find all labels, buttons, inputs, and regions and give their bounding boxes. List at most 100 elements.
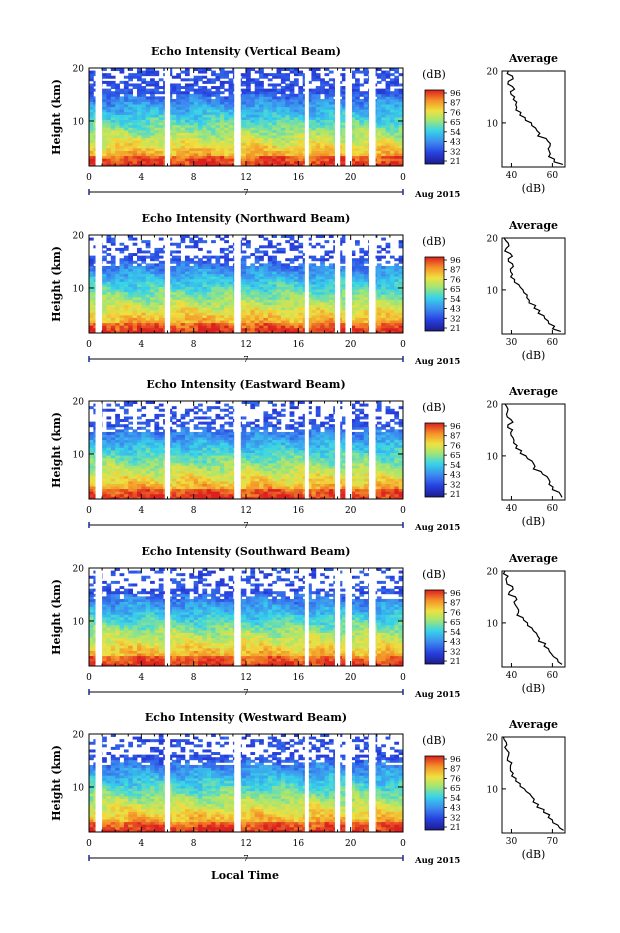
colorbar-tick-label: 87 — [450, 99, 461, 109]
colorbar-unit: (dB) — [422, 734, 446, 747]
profile-line — [503, 737, 563, 830]
x-tick-label: 16 — [293, 673, 305, 683]
profile-x-tick-label: 60 — [547, 338, 559, 348]
profile-xlabel: (dB) — [522, 515, 546, 528]
x-tick-label: 8 — [191, 173, 197, 183]
y-axis-label: Height (km) — [50, 579, 63, 655]
heatmap — [89, 734, 403, 832]
data-gap — [369, 235, 376, 333]
x-tick-label: 12 — [240, 673, 251, 683]
profile-frame — [502, 404, 565, 500]
panel-5: Echo Intensity (Westward Beam)2010Height… — [50, 711, 565, 866]
x-tick-label: 0 — [400, 673, 406, 683]
profile-x-tick-label: 40 — [506, 671, 518, 681]
profile-y-tick-label: 20 — [487, 235, 499, 245]
day-label: 7 — [243, 688, 248, 698]
x-tick-label: 12 — [240, 839, 251, 849]
x-tick-label: 0 — [86, 340, 92, 350]
y-tick-label: 20 — [73, 398, 85, 408]
profile-xlabel: (dB) — [522, 349, 546, 362]
profile-y-tick-label: 10 — [487, 452, 499, 462]
data-gap — [369, 734, 376, 832]
colorbar-tick-label: 21 — [450, 490, 461, 500]
y-tick-label: 10 — [73, 617, 85, 627]
y-tick-label: 20 — [73, 731, 85, 741]
colorbar-tick-label: 32 — [450, 647, 461, 657]
y-axis-label: Height (km) — [50, 745, 63, 821]
x-tick-label: 0 — [400, 506, 406, 516]
colorbar — [425, 756, 444, 830]
data-gap — [345, 68, 352, 166]
colorbar — [425, 90, 444, 164]
colorbar-tick-label: 21 — [450, 157, 461, 167]
profile-line — [504, 571, 563, 664]
data-gap — [165, 235, 170, 333]
x-tick-label: 4 — [138, 506, 144, 516]
colorbar-tick-label: 96 — [450, 256, 461, 266]
profile-xlabel: (dB) — [522, 182, 546, 195]
y-tick-label: 10 — [73, 284, 85, 294]
data-gap — [234, 568, 241, 666]
colorbar-tick-label: 32 — [450, 147, 461, 157]
colorbar-tick-label: 32 — [450, 314, 461, 324]
data-gap — [305, 568, 309, 666]
colorbar-tick-label: 54 — [450, 295, 461, 305]
y-axis-label: Height (km) — [50, 79, 63, 155]
y-tick-label: 10 — [73, 450, 85, 460]
data-gap — [234, 235, 241, 333]
x-tick-label: 16 — [293, 839, 305, 849]
colorbar-tick-label: 54 — [450, 628, 461, 638]
x-tick-label: 12 — [240, 340, 251, 350]
colorbar-tick-label: 96 — [450, 422, 461, 432]
data-gap — [96, 235, 103, 333]
colorbar-tick-label: 76 — [450, 108, 461, 118]
panel-1: Echo Intensity (Vertical Beam)2010Height… — [50, 45, 565, 200]
colorbar-tick-label: 43 — [450, 804, 461, 814]
y-tick-label: 10 — [73, 783, 85, 793]
data-gap — [165, 401, 170, 499]
x-tick-label: 0 — [86, 673, 92, 683]
y-tick-label: 20 — [73, 565, 85, 575]
profile-x-tick-label: 60 — [547, 504, 559, 514]
colorbar-tick-label: 54 — [450, 794, 461, 804]
colorbar-tick-label: 65 — [450, 118, 461, 128]
x-tick-label: 0 — [400, 839, 406, 849]
y-axis-label: Height (km) — [50, 412, 63, 488]
x-tick-label: 20 — [345, 673, 357, 683]
day-label: 7 — [243, 521, 248, 531]
colorbar-tick-label: 43 — [450, 471, 461, 481]
colorbar-tick-label: 32 — [450, 480, 461, 490]
profile-title: Average — [508, 219, 558, 232]
data-gap — [305, 734, 309, 832]
data-gap — [96, 401, 103, 499]
x-tick-label: 16 — [293, 173, 305, 183]
heatmap — [89, 235, 403, 333]
colorbar-tick-label: 43 — [450, 638, 461, 648]
y-axis-label: Height (km) — [50, 246, 63, 322]
colorbar-tick-label: 21 — [450, 823, 461, 833]
x-tick-label: 0 — [86, 506, 92, 516]
profile-x-tick-label: 70 — [547, 837, 559, 847]
profile-x-tick-label: 40 — [506, 171, 518, 181]
colorbar-tick-label: 87 — [450, 266, 461, 276]
data-gap — [335, 401, 340, 499]
profile-line — [507, 71, 563, 164]
colorbar-tick-label: 21 — [450, 657, 461, 667]
x-tick-label: 4 — [138, 173, 144, 183]
data-gap — [165, 734, 170, 832]
x-tick-label: 0 — [86, 839, 92, 849]
panel-3: Echo Intensity (Eastward Beam)2010Height… — [50, 378, 565, 533]
data-gap — [165, 68, 170, 166]
data-gap — [305, 235, 309, 333]
x-tick-label: 0 — [400, 173, 406, 183]
x-tick-label: 12 — [240, 506, 251, 516]
x-tick-label: 4 — [138, 839, 144, 849]
x-tick-label: 16 — [293, 340, 305, 350]
profile-title: Average — [508, 718, 558, 731]
x-tick-label: 8 — [191, 839, 197, 849]
y-tick-label: 20 — [73, 232, 85, 242]
colorbar-unit: (dB) — [422, 568, 446, 581]
heatmap — [89, 68, 403, 166]
colorbar-tick-label: 76 — [450, 441, 461, 451]
